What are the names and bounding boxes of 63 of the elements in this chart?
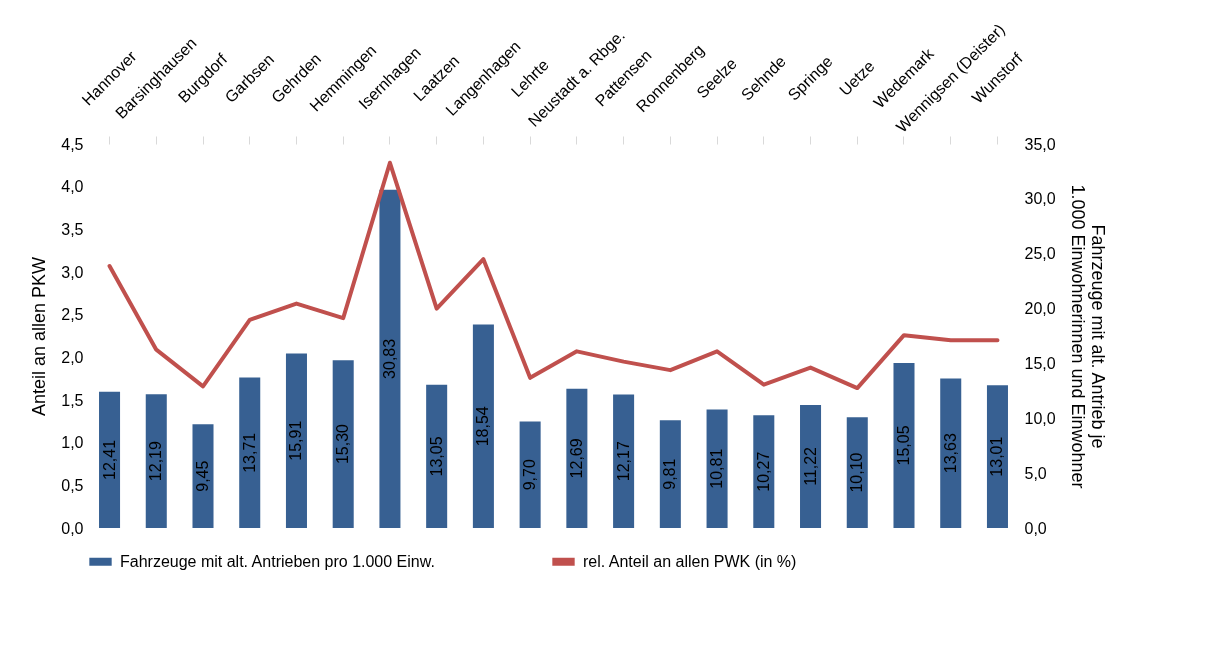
bar — [613, 394, 635, 528]
data-label: 13,71 — [240, 432, 258, 473]
y2-axis-title: Fahrzeuge mit alt. Antrieb je 1.000 Einwohnerinnen und Einwohner — [1067, 184, 1108, 489]
bar — [192, 424, 214, 528]
y2-tick-label: 35,0 — [1024, 135, 1056, 153]
data-label: 9,45 — [194, 460, 211, 492]
data-label: 9,70 — [521, 459, 539, 491]
bar — [566, 388, 588, 528]
data-label: 10,27 — [754, 451, 772, 492]
y-tick-label: 2,5 — [61, 306, 84, 324]
data-label: 12,41 — [100, 439, 118, 480]
data-label: 18,54 — [474, 406, 492, 447]
data-label: 15,30 — [334, 423, 352, 465]
bar — [940, 378, 962, 528]
bar — [753, 415, 775, 528]
y-tick-label: 4,5 — [61, 135, 84, 153]
y2-tick-label: 15,0 — [1024, 354, 1056, 372]
bar — [706, 409, 728, 528]
y2-tick-label: 5,0 — [1024, 464, 1047, 482]
data-label: 15,91 — [287, 420, 305, 461]
data-label: 13,05 — [427, 436, 445, 477]
y2-tick-label: 25,0 — [1024, 245, 1056, 263]
y2-tick-label: 30,0 — [1024, 190, 1056, 208]
bar — [379, 189, 401, 528]
bar — [472, 324, 494, 528]
bar — [145, 394, 167, 528]
data-label: 15,05 — [895, 425, 912, 466]
data-label: 12,17 — [614, 441, 632, 482]
data-label: 13,63 — [941, 433, 959, 474]
legend-label: rel. Anteil an allen PWK (in %) — [583, 552, 797, 570]
bar — [426, 384, 448, 528]
y2-tick-label: 20,0 — [1024, 300, 1056, 318]
y-tick-label: 4,0 — [61, 178, 84, 196]
y2-tick-label: 10,0 — [1024, 409, 1056, 427]
bar — [800, 404, 822, 528]
data-label: 10,10 — [848, 452, 866, 493]
y-tick-label: 3,5 — [61, 220, 84, 238]
bar — [846, 417, 868, 528]
data-label: 10,81 — [708, 448, 726, 489]
bar — [99, 391, 121, 528]
y-tick-label: 3,0 — [61, 263, 84, 281]
y-tick-label: 0,5 — [61, 476, 84, 494]
y-tick-label: 2,0 — [61, 348, 84, 366]
data-label: 9,81 — [661, 458, 679, 490]
bar — [332, 360, 354, 528]
bar — [239, 377, 261, 528]
bar — [519, 421, 541, 528]
data-label: 11,22 — [801, 446, 819, 486]
line-series — [107, 160, 1000, 391]
data-label: 30,83 — [380, 338, 398, 379]
bar — [986, 385, 1008, 528]
y-axis-title: Anteil an allen PKW — [29, 256, 50, 417]
y-tick-label: 1,5 — [61, 391, 84, 409]
legend-label: Fahrzeuge mit alt. Antrieben pro 1.000 Einw. — [120, 552, 435, 570]
y-tick-label: 0,0 — [61, 519, 84, 537]
data-label: 12,19 — [147, 441, 165, 482]
data-label: 12,69 — [567, 438, 585, 479]
data-label: 13,01 — [988, 436, 1006, 477]
bar — [285, 353, 307, 528]
bar — [659, 420, 681, 528]
y-tick-label: 1,0 — [61, 434, 84, 452]
bar — [893, 362, 915, 528]
y2-tick-label: 0,0 — [1024, 519, 1047, 537]
